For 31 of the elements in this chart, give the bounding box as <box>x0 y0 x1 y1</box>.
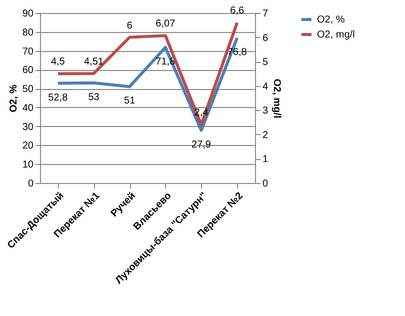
y-tick-label: 20 <box>22 140 34 152</box>
y2-tick-label: 0 <box>262 178 268 190</box>
data-label: 52,8 <box>48 92 68 104</box>
y2-tick-label: 3 <box>262 106 268 117</box>
y2-tick-label: 6 <box>262 32 268 44</box>
data-label: 6,07 <box>156 18 176 30</box>
y-axis-title: O2, % <box>8 84 20 112</box>
y-tick-label: 30 <box>22 122 34 133</box>
data-label: 6,6 <box>230 6 244 17</box>
y-tick-label: 70 <box>22 46 34 58</box>
y2-tick-label: 2 <box>262 130 268 141</box>
data-label: 6 <box>126 20 133 32</box>
data-label: 51 <box>124 96 136 107</box>
data-label: 4,5 <box>50 56 66 68</box>
y-tick-label: 90 <box>22 8 34 20</box>
y-tick-label: 60 <box>22 65 34 76</box>
data-label: 53 <box>88 92 100 103</box>
legend-label: O2, % <box>317 14 345 26</box>
y-tick-label: 0 <box>28 178 34 190</box>
data-label: 4,51 <box>84 56 104 68</box>
y2-axis-title: O2, mg/l <box>271 78 282 118</box>
y2-tick-label: 4 <box>262 81 268 92</box>
y2-tick-label: 1 <box>262 154 268 166</box>
data-label: 27,9 <box>192 139 212 150</box>
y2-tick-label: 7 <box>262 8 268 20</box>
y-tick-label: 10 <box>22 160 34 171</box>
y-tick-label: 80 <box>22 27 34 38</box>
legend-label: O2, mg/l <box>317 30 355 40</box>
y-tick-label: 50 <box>22 84 34 96</box>
y-tick-label: 40 <box>22 102 34 114</box>
y2-tick-label: 5 <box>262 57 268 68</box>
